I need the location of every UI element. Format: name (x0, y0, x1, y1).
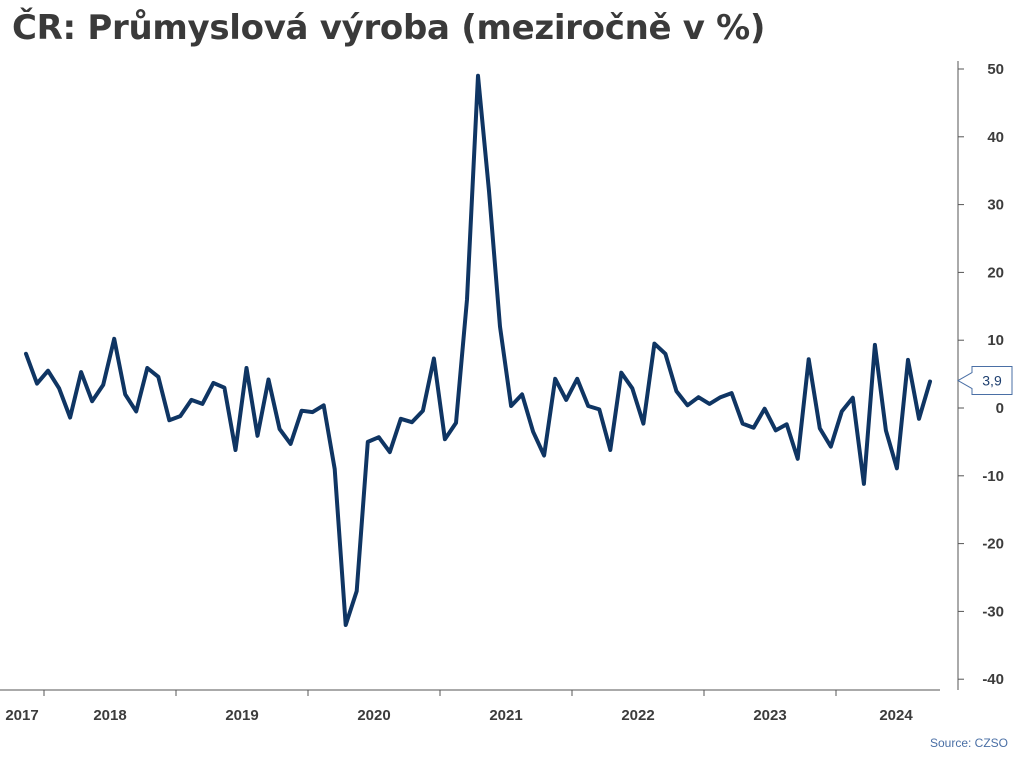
x-tick-label: 2021 (489, 707, 522, 724)
y-tick-label: 20 (987, 264, 1004, 281)
x-tick-label: 2022 (621, 707, 654, 724)
y-tick-label: -40 (982, 671, 1004, 688)
y-tick-label: -20 (982, 536, 1004, 553)
y-tick-label: 0 (996, 400, 1004, 417)
series-layer (24, 73, 932, 627)
chart-title: ČR: Průmyslová výroba (meziročně v %) (12, 8, 766, 48)
source-note: Source: CZSO (929, 736, 1008, 750)
x-tick-label: 2019 (225, 707, 258, 724)
last-value-label: 3,9 (982, 373, 1002, 389)
y-axis: -40 -30 -20 -10 0 10 20 30 40 50 (957, 61, 1004, 690)
series-line (24, 73, 932, 627)
callout-box (956, 366, 1013, 396)
x-tick-label: 2023 (753, 707, 786, 724)
y-tick-label: -30 (982, 603, 1004, 620)
x-tick-label: 2024 (879, 707, 913, 724)
x-tick-label: 2018 (93, 707, 126, 724)
last-value-callout: 3,9 (956, 366, 1013, 396)
x-tick-label: 2020 (357, 707, 390, 724)
y-tick-label: 50 (987, 61, 1004, 78)
x-axis: 2017 2018 2019 2020 2021 2022 2023 2024 (0, 689, 940, 724)
y-tick-label: 40 (987, 129, 1004, 146)
x-tick-label: 2017 (5, 707, 38, 724)
y-tick-label: 10 (987, 332, 1004, 349)
y-tick-label: -10 (982, 468, 1004, 485)
y-tick-label: 30 (987, 197, 1004, 214)
